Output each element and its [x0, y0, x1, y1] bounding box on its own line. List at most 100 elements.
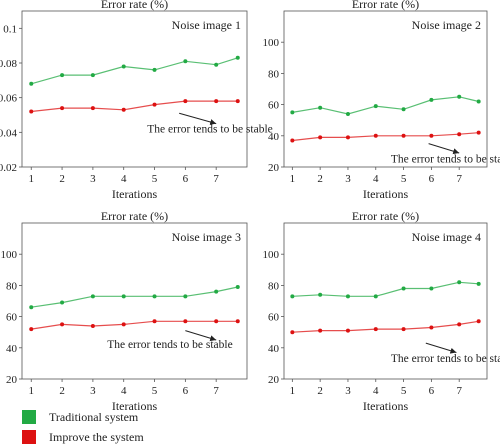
- series-line-traditional: [292, 281, 479, 297]
- data-point-traditional: [214, 289, 219, 294]
- data-point-improved: [318, 328, 323, 333]
- data-point-improved: [318, 135, 323, 140]
- data-point-traditional: [429, 286, 434, 291]
- x-tick-label: 7: [213, 173, 219, 185]
- data-point-traditional: [457, 280, 462, 285]
- data-point-improved: [457, 322, 462, 327]
- legend-item-improved: Improve the system: [22, 429, 144, 445]
- panel-label: Noise image 3: [172, 230, 241, 244]
- y-tick-label: 40: [268, 131, 280, 143]
- data-point-traditional: [401, 107, 406, 112]
- y-tick-label: 40: [268, 343, 280, 355]
- y-tick-label: 100: [263, 249, 280, 261]
- chart-panel-4: Error rate (%) Noise image 4 20 40 60 80 100 1 2…: [263, 209, 500, 413]
- data-point-improved: [29, 327, 34, 332]
- x-tick-label: 3: [90, 173, 96, 185]
- x-tick-label: 3: [345, 385, 351, 397]
- panel-label: Noise image 4: [412, 230, 481, 244]
- plot-frame: [21, 10, 248, 168]
- legend-label-traditional: Traditional system: [49, 409, 139, 424]
- series-line-traditional: [292, 96, 479, 115]
- x-tick-label: 2: [59, 385, 65, 397]
- panel-label: Noise image 1: [172, 18, 241, 32]
- data-point-traditional: [121, 294, 126, 299]
- annotation-arrow: [425, 342, 457, 354]
- data-point-improved: [90, 323, 95, 328]
- plot-frame: [283, 10, 488, 168]
- data-point-improved: [429, 133, 434, 138]
- x-tick-label: 1: [290, 385, 296, 397]
- data-point-traditional: [29, 305, 34, 310]
- y-tick-label: 80: [268, 68, 280, 80]
- legend-label-improved: Improve the system: [49, 429, 144, 444]
- y-tick-label: 80: [6, 280, 18, 292]
- chart-panel-3: Error rate (%) Noise image 3 20 40 60 80 100 1 2…: [1, 209, 248, 413]
- data-point-traditional: [60, 73, 65, 78]
- x-axis-label: Iterations: [112, 187, 158, 201]
- y-tick-label: 100: [1, 249, 18, 261]
- data-point-improved: [152, 319, 157, 324]
- data-point-improved: [60, 322, 65, 327]
- data-point-traditional: [60, 300, 65, 305]
- data-point-improved: [90, 106, 95, 111]
- data-point-traditional: [90, 73, 95, 78]
- annotation-arrow: [185, 330, 217, 342]
- x-tick-label: 6: [183, 385, 189, 397]
- data-point-traditional: [183, 294, 188, 299]
- x-tick-label: 1: [28, 173, 34, 185]
- data-point-traditional: [235, 55, 240, 60]
- data-point-traditional: [183, 59, 188, 64]
- data-point-improved: [476, 130, 481, 135]
- data-point-traditional: [401, 286, 406, 291]
- x-tick-label: 1: [290, 173, 296, 185]
- y-tick-label: 0.08: [0, 58, 18, 70]
- data-point-traditional: [345, 111, 350, 116]
- y-tick-label: 0.02: [0, 162, 17, 174]
- annotation-text: The error tends to be stable: [107, 339, 233, 351]
- legend-swatch-traditional: [22, 410, 36, 425]
- x-axis-label: Iterations: [112, 399, 158, 413]
- x-tick-label: 5: [152, 173, 158, 185]
- x-axis-label: Iterations: [363, 399, 409, 413]
- data-point-improved: [183, 99, 188, 104]
- chart-title: Error rate (%): [352, 209, 419, 223]
- plot-frame: [283, 222, 488, 380]
- series-line-improved: [292, 132, 479, 142]
- chart-title: Error rate (%): [101, 209, 168, 223]
- data-point-traditional: [318, 292, 323, 297]
- x-tick-label: 1: [28, 385, 34, 397]
- data-point-traditional: [373, 104, 378, 109]
- annotation-arrow: [179, 112, 217, 125]
- data-point-traditional: [345, 294, 350, 299]
- annotation-text: The error tends to be stable: [391, 353, 500, 365]
- data-point-traditional: [476, 99, 481, 104]
- x-tick-label: 3: [345, 173, 351, 185]
- x-tick-label: 2: [317, 173, 323, 185]
- x-tick-label: 6: [429, 173, 435, 185]
- y-tick-label: 60: [268, 312, 280, 324]
- data-point-traditional: [373, 294, 378, 299]
- data-point-traditional: [121, 64, 126, 69]
- annotation-text: The error tends to be stable: [391, 153, 500, 165]
- data-point-improved: [373, 327, 378, 332]
- annotation-text: The error tends to be stable: [147, 123, 273, 135]
- y-tick-label: 0.1: [3, 23, 17, 35]
- x-tick-label: 3: [90, 385, 96, 397]
- data-point-improved: [345, 328, 350, 333]
- x-tick-label: 6: [183, 173, 189, 185]
- panel-label: Noise image 2: [412, 18, 481, 32]
- data-point-traditional: [429, 97, 434, 102]
- data-point-improved: [457, 132, 462, 137]
- chart-panel-1: Error rate (%) Noise image 1 0.02 0.04 0.06 0…: [0, 0, 273, 201]
- data-point-traditional: [29, 81, 34, 86]
- data-point-traditional: [318, 105, 323, 110]
- data-point-traditional: [152, 67, 157, 72]
- plot-frame: [21, 222, 248, 380]
- data-point-traditional: [235, 284, 240, 289]
- data-point-improved: [401, 327, 406, 332]
- x-tick-label: 7: [456, 385, 462, 397]
- data-point-improved: [214, 319, 219, 324]
- x-tick-label: 4: [373, 385, 379, 397]
- data-point-improved: [60, 106, 65, 111]
